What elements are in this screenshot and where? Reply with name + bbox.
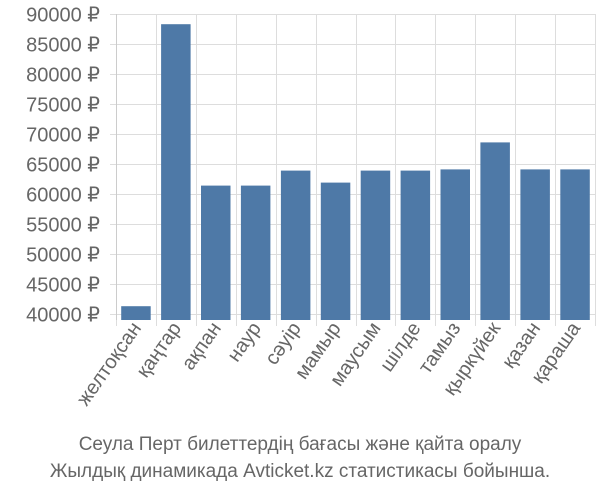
bar-сәуір: [280, 170, 311, 320]
bar-шілде: [400, 170, 431, 320]
bars: [121, 24, 590, 320]
bar-ақпан: [201, 185, 231, 320]
y-tick-label: 65000 ₽: [26, 155, 100, 177]
y-tick-label: 40000 ₽: [26, 305, 100, 327]
y-tick-label: 70000 ₽: [26, 125, 100, 147]
x-tick-labels: желтоқсанқаңтарақпаннаурсәуірмамырмаусым…: [73, 318, 586, 410]
chart-caption-line-1: Сеула Перт билеттердің бағасы және қайта…: [78, 434, 522, 455]
y-tick-label: 55000 ₽: [26, 215, 100, 237]
x-tick-label: наур: [223, 318, 266, 366]
bar-наур: [240, 185, 271, 320]
bar-қыркүйек: [480, 142, 510, 320]
y-tick-label: 85000 ₽: [26, 35, 100, 57]
bar-қаңтар: [161, 24, 191, 320]
y-tick-label: 80000 ₽: [26, 65, 100, 87]
bar-chart: 40000 ₽ 45000 ₽ 50000 ₽ 55000 ₽ 60000 ₽ 65000…: [26, 5, 596, 410]
y-tick-label: 60000 ₽: [26, 185, 100, 207]
bar-мамыр: [320, 182, 351, 320]
y-tick-label: 75000 ₽: [26, 95, 100, 117]
chart-caption-line-2: Жылдық динамикада Avticket.kz статистика…: [49, 461, 551, 482]
y-tick-label: 50000 ₽: [26, 245, 100, 267]
y-tick-labels: 40000 ₽ 45000 ₽ 50000 ₽ 55000 ₽ 60000 ₽ 65000…: [26, 5, 100, 327]
bar-желтоқсан: [121, 306, 151, 320]
bar-қазан: [520, 169, 550, 320]
y-tick-label: 90000 ₽: [26, 5, 100, 27]
y-tick-label: 45000 ₽: [26, 275, 100, 297]
bar-қараша: [560, 169, 590, 320]
bar-тамыз: [440, 169, 470, 320]
x-tick-label: ақпан: [178, 318, 226, 374]
bar-маусым: [360, 170, 391, 320]
